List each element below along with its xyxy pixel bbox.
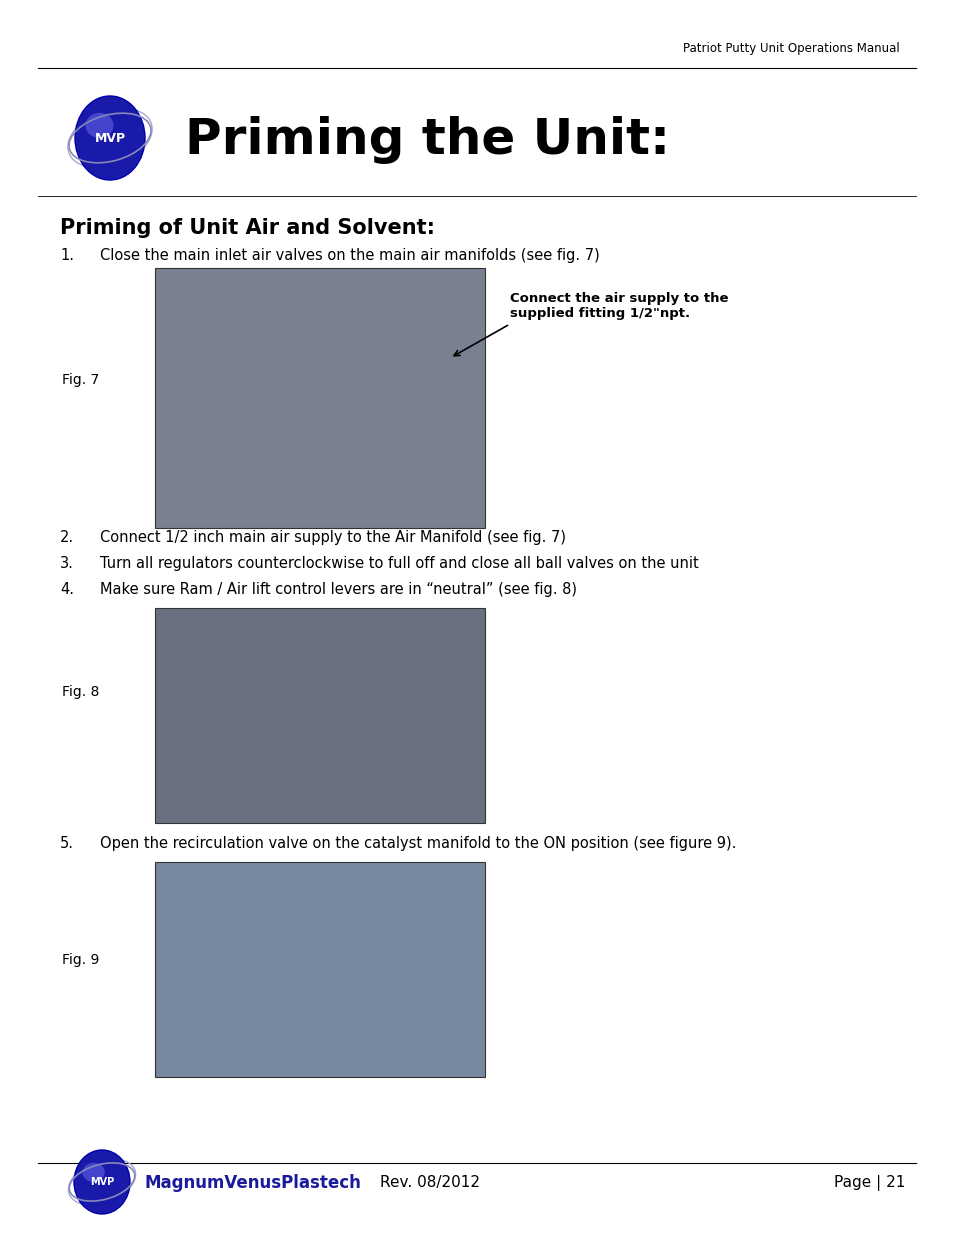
Text: MagnumVenusPlastech: MagnumVenusPlastech [145,1174,361,1192]
Text: Fig. 7: Fig. 7 [62,373,99,387]
Text: Connect the air supply to the
supplied fitting 1/2"npt.: Connect the air supply to the supplied f… [510,291,728,320]
Text: Close the main inlet air valves on the main air manifolds (see fig. 7): Close the main inlet air valves on the m… [100,248,599,263]
Ellipse shape [86,112,113,138]
Bar [154,608,484,823]
Text: Make sure Ram / Air lift control levers are in “neutral” (see fig. 8): Make sure Ram / Air lift control levers … [100,582,577,597]
Bar [154,268,484,529]
Ellipse shape [75,96,145,180]
Bar [154,862,484,1077]
Text: Priming the Unit:: Priming the Unit: [185,116,669,164]
Text: Priming of Unit Air and Solvent:: Priming of Unit Air and Solvent: [60,219,435,238]
Ellipse shape [82,1163,105,1182]
Text: 1.: 1. [60,248,74,263]
Text: MVP: MVP [90,1177,114,1187]
Text: MVP: MVP [94,131,126,144]
Text: Page | 21: Page | 21 [834,1174,904,1191]
Ellipse shape [74,1150,130,1214]
Text: 4.: 4. [60,582,74,597]
Text: Rev. 08/2012: Rev. 08/2012 [379,1176,479,1191]
Text: Fig. 9: Fig. 9 [62,953,99,967]
Text: 3.: 3. [60,556,73,571]
Text: Connect 1/2 inch main air supply to the Air Manifold (see fig. 7): Connect 1/2 inch main air supply to the … [100,530,565,545]
Text: Patriot Putty Unit Operations Manual: Patriot Putty Unit Operations Manual [682,42,899,56]
Text: Open the recirculation valve on the catalyst manifold to the ON position (see fi: Open the recirculation valve on the cata… [100,836,736,851]
Text: Turn all regulators counterclockwise to full off and close all ball valves on th: Turn all regulators counterclockwise to … [100,556,698,571]
Text: 2.: 2. [60,530,74,545]
Text: Fig. 8: Fig. 8 [62,685,99,699]
Text: 5.: 5. [60,836,74,851]
